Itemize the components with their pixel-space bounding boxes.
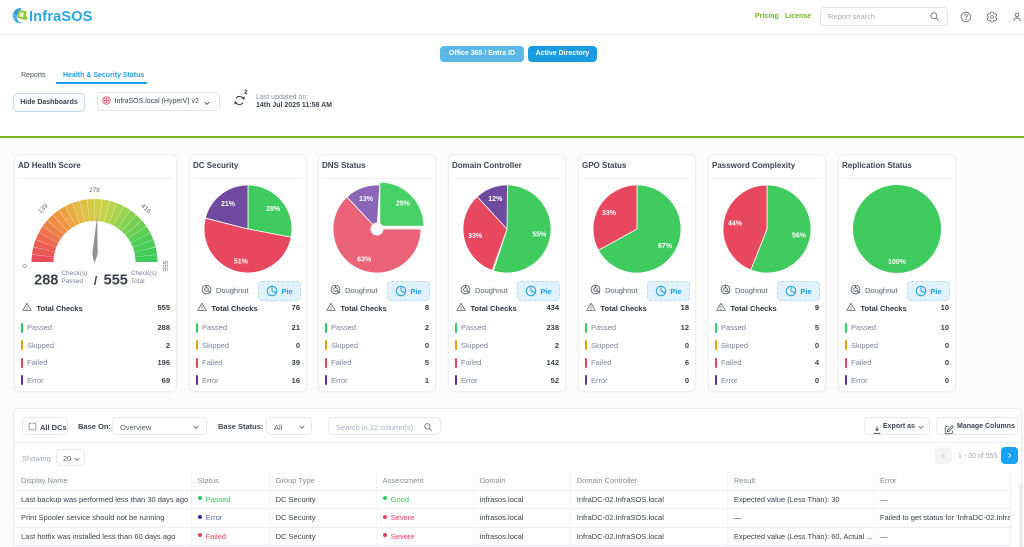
svg-text:0: 0 bbox=[22, 264, 29, 268]
svg-text:55%: 55% bbox=[532, 232, 547, 239]
svg-text:13%: 13% bbox=[359, 196, 374, 203]
svg-text:100%: 100% bbox=[888, 259, 907, 266]
svg-text:12%: 12% bbox=[488, 196, 503, 203]
svg-text:33%: 33% bbox=[468, 233, 483, 240]
svg-text:28%: 28% bbox=[266, 206, 281, 213]
svg-text:21%: 21% bbox=[221, 201, 236, 208]
svg-text:33%: 33% bbox=[602, 210, 617, 217]
svg-text:56%: 56% bbox=[792, 233, 807, 240]
svg-text:63%: 63% bbox=[357, 257, 372, 264]
svg-text:51%: 51% bbox=[234, 258, 249, 265]
svg-text:67%: 67% bbox=[658, 243, 673, 250]
svg-text:278: 278 bbox=[89, 187, 100, 194]
svg-text:416: 416 bbox=[139, 203, 152, 216]
svg-text:25%: 25% bbox=[396, 201, 411, 208]
svg-text:44%: 44% bbox=[728, 221, 743, 228]
svg-text:139: 139 bbox=[37, 202, 50, 215]
